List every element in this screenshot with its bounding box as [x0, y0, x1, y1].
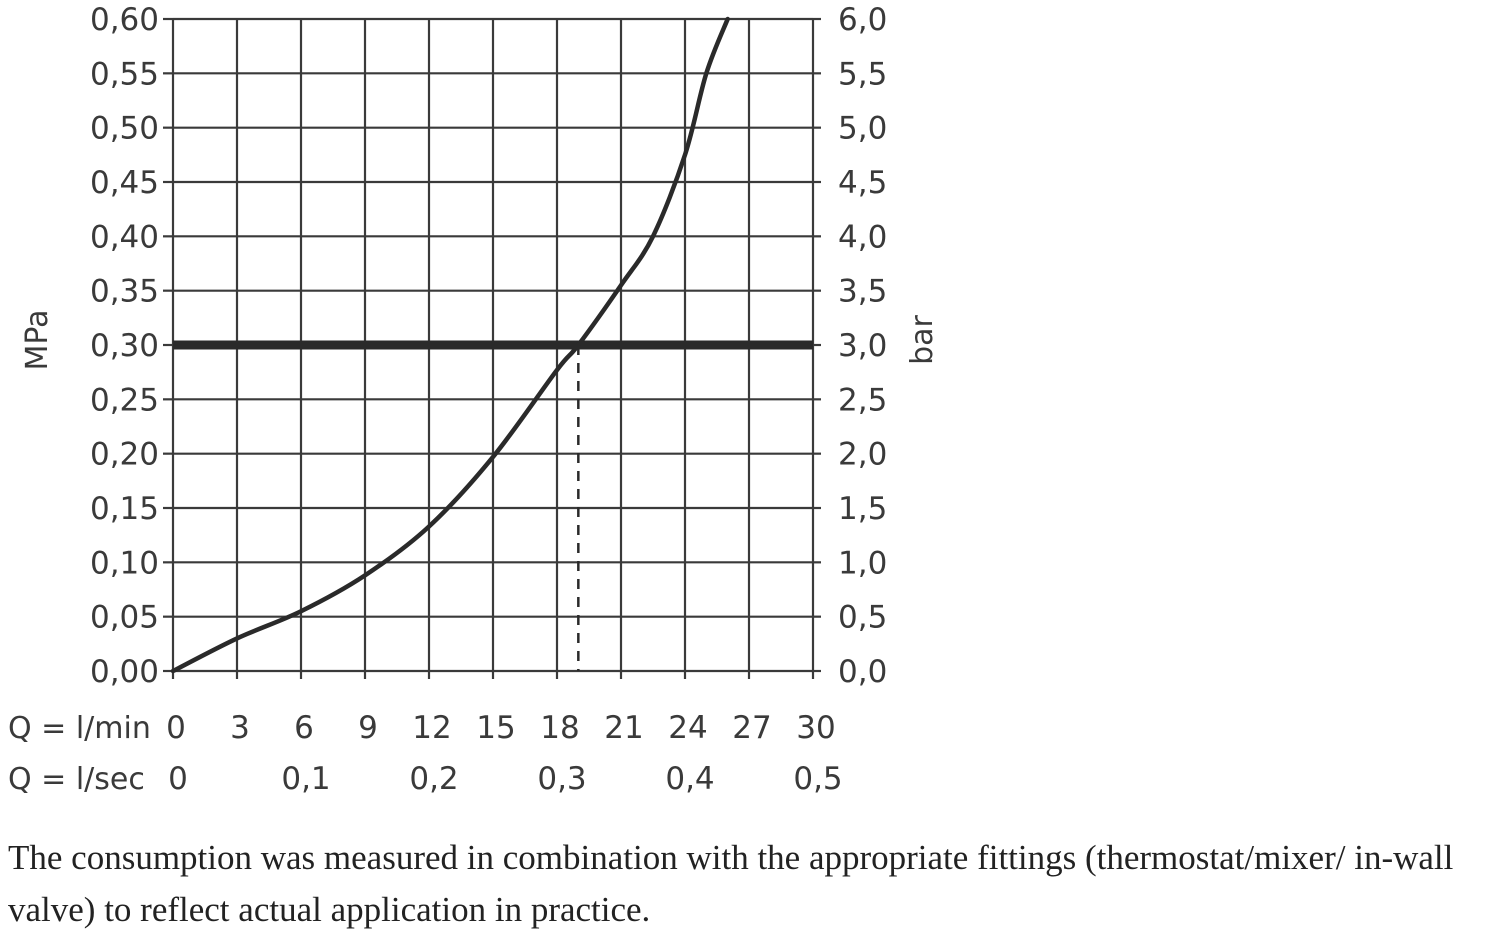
y-right-tick-label: 4,0 — [838, 219, 887, 255]
x-lmin-tick-labels: 0 3 6 9 12 15 18 21 24 27 30 — [166, 710, 836, 746]
y-left-tick-label: 0,35 — [90, 274, 159, 310]
y-left-tick-label: 0,05 — [90, 600, 159, 636]
y-right-tick-labels: 0,0 0,5 1,0 1,5 2,0 2,5 3,0 3,5 4,0 4,5 5,0 5,5 6,0 — [838, 2, 887, 690]
x-lsec-tick-label: 0,4 — [665, 761, 714, 797]
pressure-curve — [170, 16, 730, 674]
x-lmin-tick-label: 15 — [476, 710, 515, 746]
x-lmin-tick-label: 6 — [294, 710, 314, 746]
y-left-axis-label: MPa — [20, 309, 55, 370]
y-right-tick-label: 0,5 — [838, 600, 887, 636]
y-right-tick-label: 4,5 — [838, 165, 887, 201]
x-lsec-axis-label: Q = l/sec — [8, 762, 145, 797]
y-left-tick-label: 0,00 — [90, 654, 159, 690]
y-right-tick-label: 6,0 — [838, 2, 887, 38]
x-lsec-tick-labels: 0 0,1 0,2 0,3 0,4 0,5 — [168, 761, 843, 797]
y-right-tick-label: 3,0 — [838, 328, 887, 364]
x-lmin-tick-label: 18 — [540, 710, 579, 746]
pressure-flow-chart: 0,000,050,100,150,200,250,300,350,400,45… — [8, 2, 940, 797]
curve-group — [170, 16, 730, 674]
y-left-tick-label: 0,45 — [90, 165, 159, 201]
x-lsec-tick-label: 0,1 — [281, 761, 330, 797]
y-right-tick-label: 2,0 — [838, 437, 887, 473]
x-lmin-tick-label: 9 — [358, 710, 378, 746]
reference-line-group — [173, 340, 813, 671]
y-left-tick-labels: 0,00 0,05 0,10 0,15 0,20 0,25 0,30 0,35 0,40 0,45… — [90, 2, 159, 690]
y-right-tick-label: 5,5 — [838, 56, 887, 92]
y-right-tick-label: 3,5 — [838, 274, 887, 310]
y-left-tick-label: 0,20 — [90, 437, 159, 473]
y-right-tick-label: 1,0 — [838, 545, 887, 581]
x-lsec-tick-label: 0,2 — [409, 761, 458, 797]
y-left-tick-label: 0,10 — [90, 545, 159, 581]
y-left-tick-label: 0,15 — [90, 491, 159, 527]
y-left-tick-label: 0,50 — [90, 111, 159, 147]
x-lmin-tick-label: 3 — [230, 710, 250, 746]
y-left-tick-label: 0,40 — [90, 219, 159, 255]
y-right-tick-label: 0,0 — [838, 654, 887, 690]
x-lsec-tick-label: 0,3 — [537, 761, 586, 797]
y-right-tick-label: 5,0 — [838, 111, 887, 147]
x-lmin-tick-label: 27 — [732, 710, 771, 746]
chart-caption: The consumption was measured in combinat… — [8, 838, 1454, 929]
x-lmin-axis-label: Q = l/min — [8, 711, 151, 746]
x-lmin-tick-label: 12 — [412, 710, 451, 746]
x-lsec-tick-label: 0,5 — [793, 761, 842, 797]
x-lmin-tick-label: 24 — [668, 710, 707, 746]
y-left-tick-label: 0,55 — [90, 56, 159, 92]
x-lmin-tick-label: 30 — [796, 710, 835, 746]
y-right-axis-label: bar — [905, 314, 940, 364]
x-lmin-tick-label: 0 — [166, 710, 186, 746]
y-right-tick-label: 2,5 — [838, 382, 887, 418]
y-left-tick-label: 0,30 — [90, 328, 159, 364]
y-right-tick-label: 1,5 — [838, 491, 887, 527]
x-lsec-tick-label: 0 — [168, 761, 188, 797]
y-left-tick-label: 0,60 — [90, 2, 159, 38]
x-lmin-tick-label: 21 — [604, 710, 643, 746]
y-left-tick-label: 0,25 — [90, 382, 159, 418]
